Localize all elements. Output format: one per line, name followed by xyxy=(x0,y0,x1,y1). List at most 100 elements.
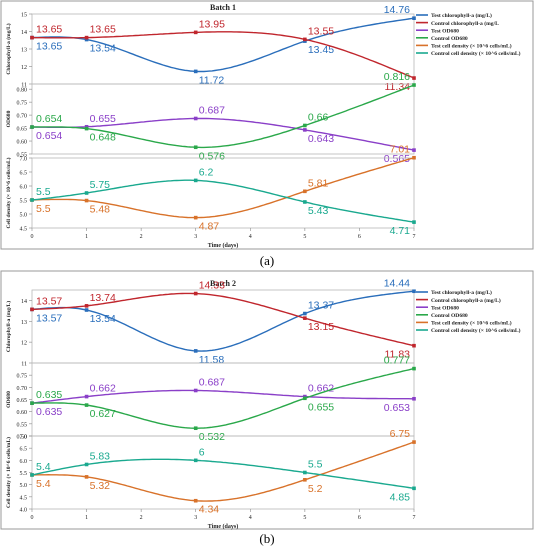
data-point xyxy=(303,123,307,128)
series-line xyxy=(31,157,415,219)
data-label: 13.74 xyxy=(90,292,116,304)
x-tick-label: 4 xyxy=(249,515,252,521)
y-tick-label: 7.0 xyxy=(20,157,28,163)
data-label: 5.4 xyxy=(36,478,51,490)
y-tick-label: 15 xyxy=(21,13,27,19)
data-point xyxy=(412,396,416,401)
data-label: 11.83 xyxy=(385,349,411,361)
data-point xyxy=(193,291,198,296)
x-tick-label: 1 xyxy=(85,234,88,240)
data-label: 0.662 xyxy=(90,383,116,395)
data-label: 0.655 xyxy=(90,113,116,125)
data-label: 5.32 xyxy=(90,480,111,492)
data-point xyxy=(193,349,198,353)
x-axis-label: Time (days) xyxy=(208,523,238,530)
legend-entry: Test cell density (× 10^6 cells/mL) xyxy=(431,43,512,50)
y-tick-label: 0.60 xyxy=(17,410,28,416)
x-tick-label: 0 xyxy=(31,234,34,240)
series-line xyxy=(31,458,415,489)
data-label: 0.816 xyxy=(384,71,410,83)
y-tick-label: 14 xyxy=(21,299,27,305)
data-label: 5.2 xyxy=(308,483,323,495)
panel-2: 0.55 0.60 0.65 0.70 0.75 0.80 OD680 0.654 0.655 0… xyxy=(6,71,416,165)
series-line xyxy=(31,179,415,223)
series-line xyxy=(32,441,415,502)
y-tick-label: 6.0 xyxy=(20,185,28,191)
data-point xyxy=(84,304,89,308)
data-label: 5.48 xyxy=(90,204,111,216)
y-tick-label: 5.0 xyxy=(20,483,28,489)
data-point xyxy=(303,396,307,401)
data-point xyxy=(412,440,416,444)
data-label: 0.654 xyxy=(36,130,62,142)
y-tick-label: 5.5 xyxy=(20,199,28,205)
series-line xyxy=(32,84,415,149)
data-label: 5.81 xyxy=(308,177,329,189)
y-tick-label: 0.60 xyxy=(17,140,28,146)
data-label: 13.65 xyxy=(36,41,62,53)
data-point xyxy=(303,128,307,132)
legend-entry: Test chlorophyll-a (mg/L) xyxy=(431,289,492,296)
series-line xyxy=(31,367,415,429)
data-label: 13.65 xyxy=(36,24,62,36)
y-axis-label: Cell density (× 10^6 cells/mL) xyxy=(5,157,12,228)
x-tick-label: 5 xyxy=(303,515,306,521)
data-point xyxy=(193,116,198,121)
data-point xyxy=(303,470,307,475)
data-label: 14.44 xyxy=(384,277,410,289)
data-point xyxy=(303,189,307,194)
y-tick-label: 13 xyxy=(21,48,27,54)
data-point xyxy=(193,30,198,35)
y-tick-label: 6.5 xyxy=(20,171,28,177)
data-label: 5.4 xyxy=(36,461,51,473)
data-label: 5.75 xyxy=(90,179,111,191)
data-point xyxy=(84,191,89,195)
data-point xyxy=(303,200,307,204)
data-point xyxy=(84,462,89,467)
data-point xyxy=(193,426,198,431)
data-label: 0.687 xyxy=(199,104,225,116)
data-label: 5.5 xyxy=(36,203,51,215)
data-label: 4.71 xyxy=(390,225,411,237)
data-point xyxy=(412,76,416,80)
data-label: 0.635 xyxy=(36,406,62,418)
data-label: 14.33 xyxy=(199,280,225,292)
y-tick-label: 11 xyxy=(21,83,27,89)
x-tick-label: 2 xyxy=(140,234,143,240)
data-point xyxy=(193,498,198,503)
legend-entry: Control OD680 xyxy=(431,36,468,42)
data-label: 6.2 xyxy=(199,166,214,178)
y-tick-label: 6.0 xyxy=(20,459,28,465)
data-label: 0.655 xyxy=(308,401,334,413)
y-tick-label: 0.70 xyxy=(17,114,28,120)
data-label: 13.57 xyxy=(36,312,62,324)
y-tick-label: 7.0 xyxy=(20,435,28,441)
y-tick-label: 12 xyxy=(21,341,27,347)
data-point xyxy=(303,37,307,42)
data-label: 13.57 xyxy=(36,295,62,307)
y-tick-label: 11 xyxy=(21,362,27,368)
chart-title: Batch 2 xyxy=(210,279,236,288)
data-label: 0.576 xyxy=(199,150,225,162)
data-point xyxy=(412,83,416,87)
caption-b: (b) xyxy=(259,531,275,546)
legend-entry: Control chlorophyll-a (mg/L) xyxy=(431,297,501,304)
panel-3: 4.0 4.5 5.0 5.5 6.0 6.5 7.0 Cell density (× 10^… xyxy=(5,428,416,516)
y-tick-label: 12 xyxy=(21,65,27,71)
legend-entry: Control cell density (× 10^6 cells/mL) xyxy=(431,50,521,57)
y-tick-label: 6.5 xyxy=(20,447,28,453)
y-tick-label: 4.5 xyxy=(20,227,28,233)
y-tick-label: 5.0 xyxy=(20,213,28,219)
data-label: 0.662 xyxy=(308,383,334,395)
y-tick-label: 0.75 xyxy=(17,101,28,107)
y-axis-label: OD680 xyxy=(6,110,12,127)
data-label: 0.654 xyxy=(36,113,62,125)
figure-frame xyxy=(0,0,534,250)
data-point xyxy=(303,478,307,482)
data-label: 5.5 xyxy=(308,459,323,471)
chart-title: Batch 1 xyxy=(210,3,236,12)
data-point xyxy=(30,35,34,40)
data-label: 13.54 xyxy=(90,313,116,325)
series-line xyxy=(31,292,415,347)
